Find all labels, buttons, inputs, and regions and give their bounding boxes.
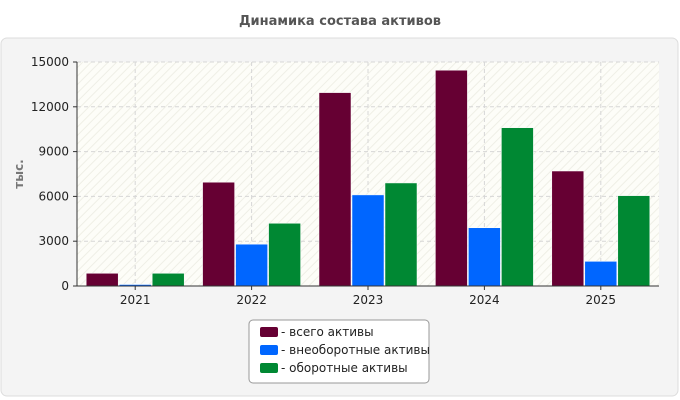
bar [501, 127, 534, 287]
bar [85, 273, 119, 287]
bar [351, 194, 385, 287]
legend-box [248, 319, 430, 384]
y-tick-label: 15000 [31, 55, 69, 69]
y-tick-label: 6000 [38, 189, 69, 203]
legend-swatch [260, 363, 278, 373]
bar [551, 170, 585, 287]
x-tick-label: 2022 [236, 293, 267, 307]
bar [468, 227, 501, 287]
x-tick-labels: 2021 2022 2023 2024 2025 [120, 286, 616, 307]
x-tick-label: 2025 [586, 293, 617, 307]
bars [85, 69, 651, 287]
legend-label: - оборотные активы [281, 361, 408, 375]
x-tick-label: 2023 [353, 293, 384, 307]
chart-title: Динамика состава активов [239, 14, 441, 29]
x-tick-label: 2021 [120, 293, 151, 307]
y-tick-labels: 0 3000 6000 9000 12000 15000 [31, 55, 77, 293]
bar [435, 69, 468, 287]
y-tick-label: 3000 [38, 234, 69, 248]
bar [235, 243, 268, 287]
legend-swatch [260, 345, 278, 355]
legend-label: - внеоборотные активы [281, 343, 430, 357]
y-tick-label: 12000 [31, 100, 69, 114]
legend-swatch [260, 327, 278, 337]
bar [202, 181, 235, 287]
y-tick-label: 9000 [38, 145, 69, 159]
y-tick-label: 0 [61, 279, 69, 293]
legend: - всего активы - внеоборотные активы - обо… [248, 319, 430, 384]
bar [151, 273, 185, 287]
bar [617, 195, 651, 287]
bar [268, 223, 301, 287]
x-tick-label: 2024 [469, 293, 500, 307]
bar [384, 182, 418, 287]
y-axis-label: тыс. [12, 159, 26, 188]
bar [584, 261, 618, 287]
legend-label: - всего активы [281, 325, 374, 339]
bar [318, 92, 352, 287]
